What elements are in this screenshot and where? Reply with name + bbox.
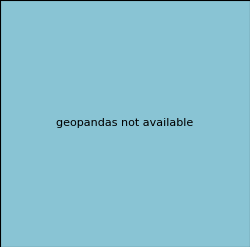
Text: geopandas not available: geopandas not available — [56, 119, 194, 128]
